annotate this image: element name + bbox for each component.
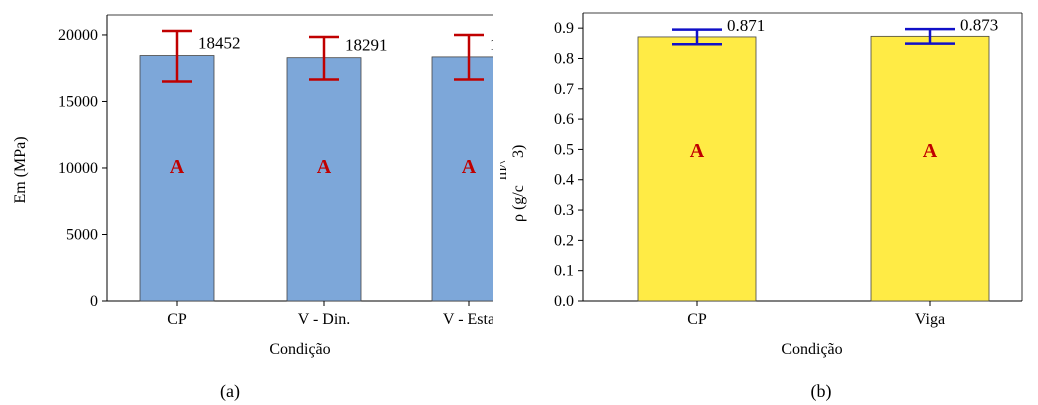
panel-a-y-label: Em (MPa): [12, 136, 29, 203]
panel-a-error-bar: [454, 33, 484, 81]
panel-b-y-tick-label: 0.5: [554, 141, 574, 158]
panel-b-data-label: 0.871: [727, 16, 765, 35]
panel-b-y-label-tail: 3): [510, 145, 527, 158]
panel-a-group-letter: A: [462, 156, 477, 178]
panel-b-chart: 0.0 0.1 0.2 0.3 0.4 0.5 0.6 0.7 0.8 0.9 CP 0.871 A V…: [493, 12, 1023, 402]
panel-b-y-label-sup-m: m: [493, 167, 510, 180]
panel-b-y-tick-label: 0.1: [554, 263, 574, 280]
panel-b-y-tick-label: 0.9: [554, 20, 574, 37]
panel-a-chart: 0 5000 10000 15000 20000 CP 18452 A V - Din. 182…: [12, 14, 499, 402]
panel-a-x-tick-label: V - Din.: [298, 311, 351, 328]
panel-b-y-label-main: ρ (g/c: [510, 185, 527, 222]
panel-a-group-letter: A: [170, 156, 185, 178]
panel-a-y-tick-label: 5000: [66, 226, 98, 243]
panel-b-y-label: ρ (g/c m ^ 3): [493, 145, 527, 222]
panel-b-x-label: Condição: [781, 341, 842, 358]
panel-a-caption: (a): [220, 381, 240, 402]
panel-b-y-label-sup-caret: ^: [495, 160, 512, 168]
panel-b-data-label: 0.873: [960, 15, 998, 34]
panel-a-bar: [286, 57, 362, 302]
panel-a-group-letter: A: [317, 156, 332, 178]
panel-a-y-tick-label: 20000: [58, 27, 98, 44]
panel-a-x-tick-label: V - Esta: [443, 311, 495, 328]
panel-b-error-bar: [672, 28, 722, 46]
panel-b-y-tick-label: 0.6: [554, 111, 574, 128]
panel-a-data-label: 1: [490, 35, 499, 54]
panel-b-group-letter: A: [690, 140, 705, 162]
panel-b-group-letter: A: [923, 140, 938, 162]
panel-a-bar: [139, 55, 215, 302]
panel-a-x-label: Condição: [269, 341, 330, 358]
panel-a-x-tick-label: CP: [167, 311, 187, 328]
panel-b-error-bar: [905, 27, 955, 45]
panel-a-y-tick-label: 10000: [58, 160, 98, 177]
panel-b-caption: (b): [811, 381, 832, 402]
panel-a-data-label: 18452: [198, 34, 241, 53]
panel-a-error-bar: [309, 35, 339, 81]
panel-b-x-tick-label: Viga: [915, 311, 945, 328]
panel-a-bar: [431, 56, 493, 302]
panel-b-bar: [637, 36, 757, 302]
panel-b-y-tick-label: 0.7: [554, 81, 574, 98]
panel-b-y-tick-label: 0.8: [554, 50, 574, 67]
panel-a-y-tick-label: 0: [90, 293, 98, 310]
panel-a-data-label: 18291: [345, 36, 388, 55]
panel-b-y-tick-label: 0.3: [554, 202, 574, 219]
panel-b-y-tick-label: 0.4: [554, 172, 574, 189]
panel-b-x-tick-label: CP: [687, 311, 707, 328]
panel-b-bar: [870, 35, 990, 302]
panel-b-y-tick-label: 0.2: [554, 232, 574, 249]
panel-a-error-bar: [162, 29, 192, 83]
panel-b-y-tick-label: 0.0: [554, 293, 574, 310]
panel-a-y-tick-label: 15000: [58, 93, 98, 110]
